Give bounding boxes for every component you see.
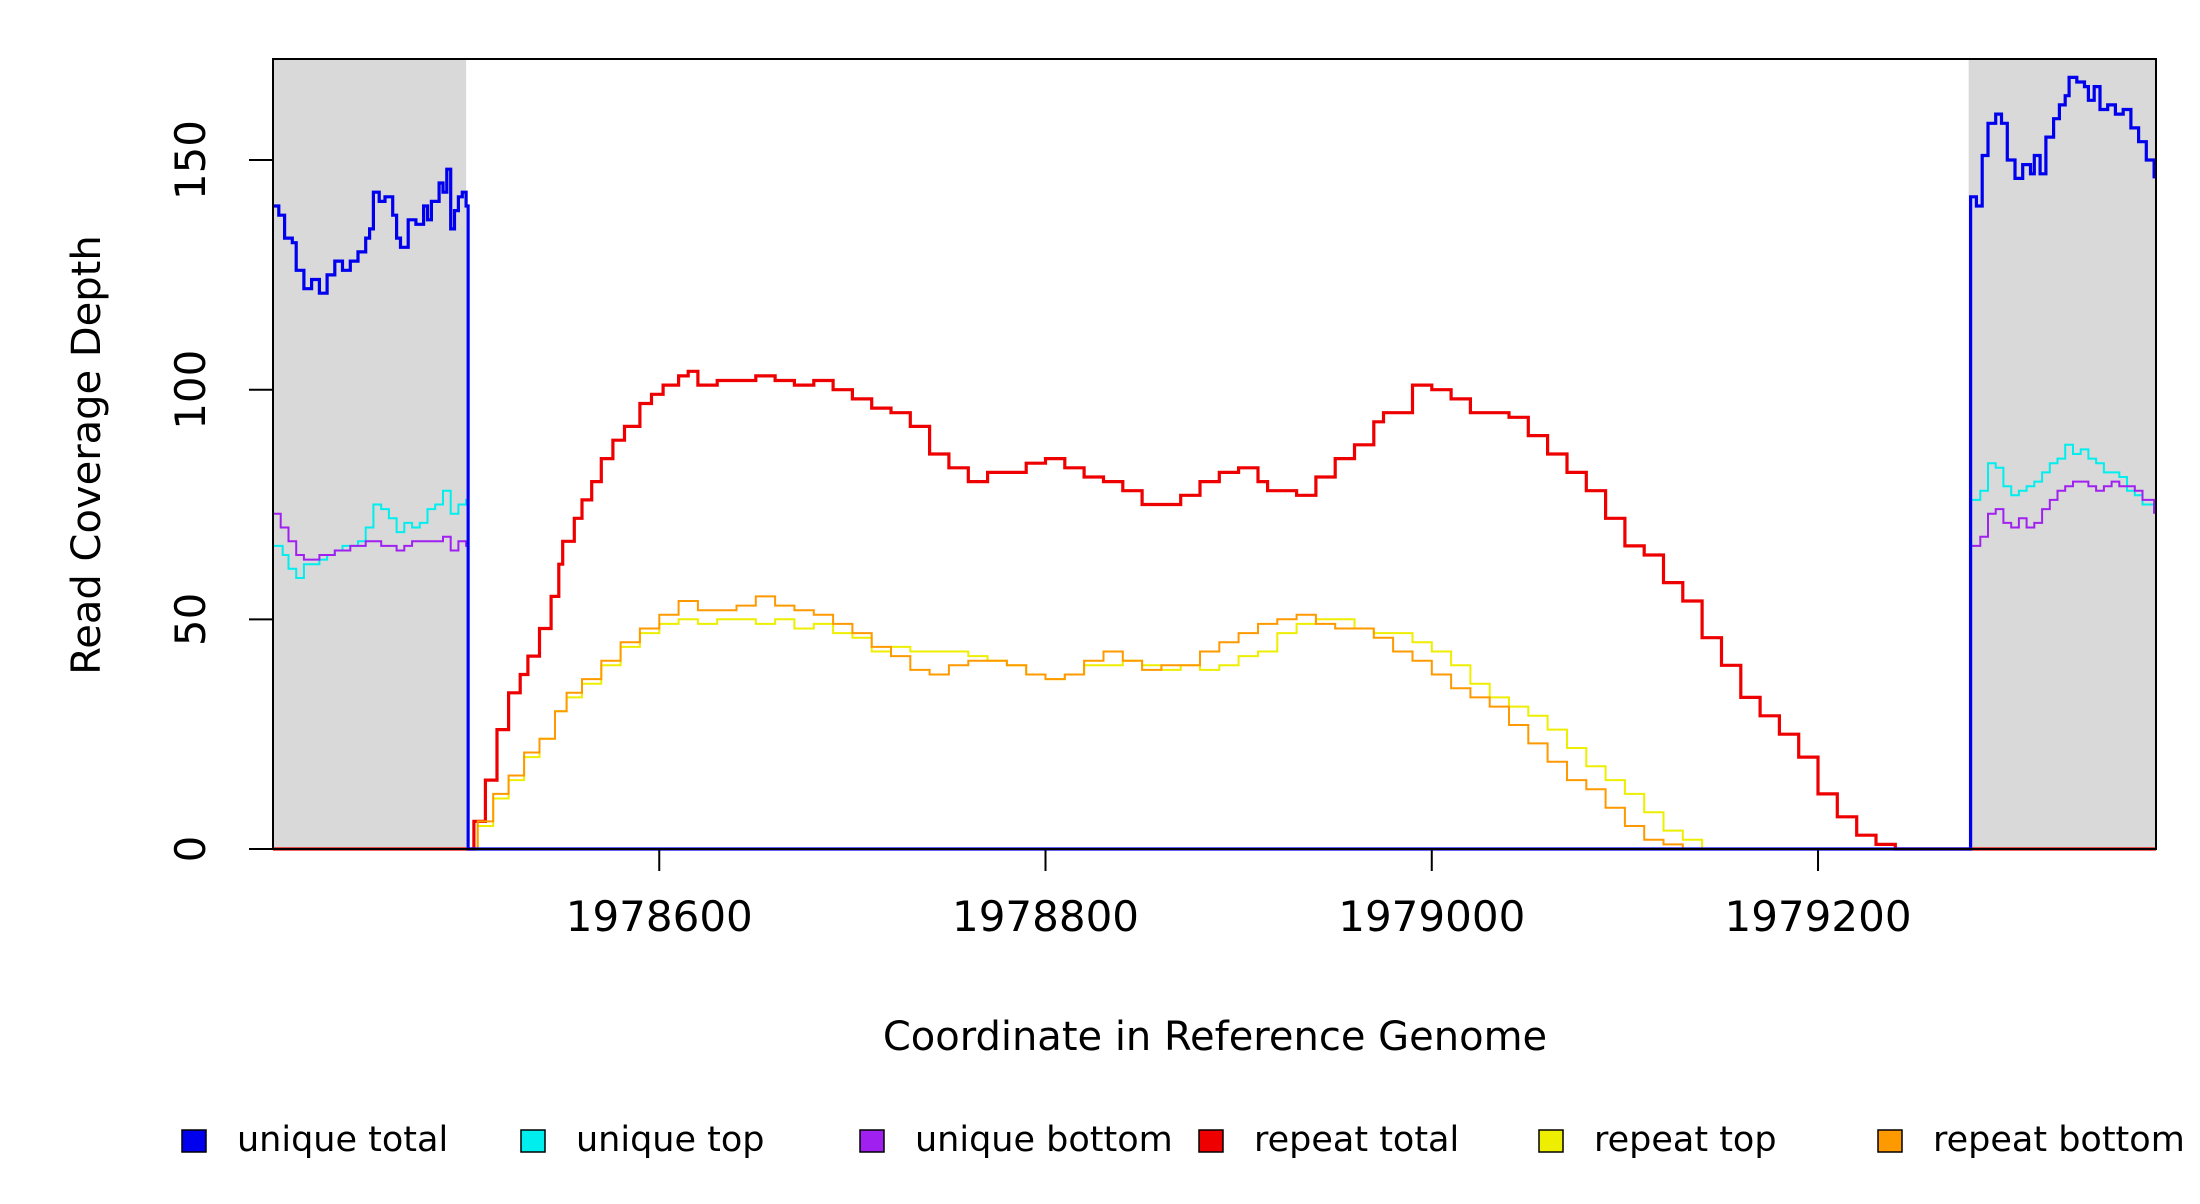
- plot-frame: [272, 58, 2157, 850]
- legend-item-repeat-bottom-label: repeat bottom: [1933, 1120, 2185, 1160]
- shaded-regions: [273, 59, 2156, 849]
- series-line-unique-top: [273, 443, 2156, 850]
- shaded-region-2: [1968, 59, 2156, 849]
- legend-item-unique-top-label: unique top: [576, 1120, 765, 1160]
- legend-item-repeat-top-swatch: [1538, 1129, 1564, 1153]
- x-tick-label-1: 1978800: [952, 892, 1139, 941]
- legend-item-repeat-bottom-swatch: [1877, 1129, 1903, 1153]
- legend-item-unique-total-swatch: [181, 1129, 207, 1153]
- y-axis-label: Read Coverage Depth: [64, 235, 110, 674]
- legend-item-unique-bottom-swatch: [859, 1129, 885, 1153]
- series-lines: [273, 75, 2156, 851]
- legend-item-repeat-total-label: repeat total: [1254, 1120, 1459, 1160]
- y-tick-label-0: 0: [166, 836, 215, 863]
- series-line-unique-bottom: [273, 480, 2156, 850]
- series-line-unique-total: [273, 75, 2156, 851]
- legend-item-unique-top-swatch: [520, 1129, 546, 1153]
- y-axis: 0 50 100 150: [166, 120, 273, 862]
- legend-item-unique-bottom-label: unique bottom: [915, 1120, 1173, 1160]
- legend-item-repeat-total-swatch: [1198, 1129, 1224, 1153]
- x-tick-label-0: 1978600: [566, 892, 753, 941]
- series-line-repeat-total: [273, 369, 2156, 851]
- shaded-region-1: [273, 59, 467, 849]
- y-tick-label-1: 50: [166, 593, 215, 646]
- y-tick-label-3: 150: [166, 120, 215, 200]
- x-axis: 1978600 1978800 1979000 1979200: [566, 849, 1912, 941]
- series-line-repeat-bottom: [273, 595, 2156, 850]
- x-tick-label-3: 1979200: [1724, 892, 1911, 941]
- legend: unique total unique top unique bottom repea…: [181, 1120, 2185, 1160]
- x-axis-label: Coordinate in Reference Genome: [883, 1014, 1547, 1060]
- y-tick-label-2: 100: [166, 350, 215, 430]
- x-tick-label-2: 1979000: [1338, 892, 1525, 941]
- legend-item-unique-total-label: unique total: [237, 1120, 448, 1160]
- legend-item-repeat-top-label: repeat top: [1594, 1120, 1777, 1160]
